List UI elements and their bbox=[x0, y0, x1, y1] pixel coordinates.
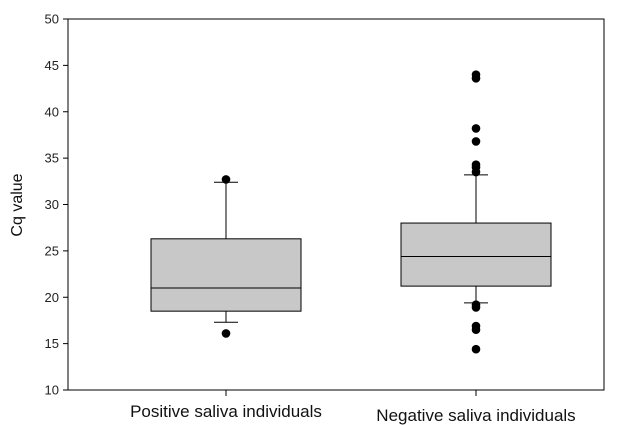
box-group-1 bbox=[400, 70, 552, 354]
y-tick-label-50: 50 bbox=[45, 12, 59, 27]
box-iqr-0 bbox=[150, 238, 302, 312]
outlier-point-1-9 bbox=[471, 124, 481, 133]
y-tick-label-30: 30 bbox=[45, 197, 59, 212]
outlier-point-1-7 bbox=[471, 160, 481, 169]
plot-border bbox=[67, 18, 605, 391]
outlier-point-1-8 bbox=[471, 137, 481, 146]
y-tick-label-10: 10 bbox=[45, 383, 59, 398]
y-tick-label-35: 35 bbox=[45, 151, 59, 166]
x-category-label-0: Positive saliva individuals bbox=[130, 402, 322, 421]
y-tick-label-20: 20 bbox=[45, 290, 59, 305]
box-group-0 bbox=[150, 175, 302, 338]
outlier-point-1-0 bbox=[471, 344, 481, 354]
box-iqr-1 bbox=[400, 222, 552, 287]
outlier-point-0-1 bbox=[221, 175, 231, 184]
x-category-label-1: Negative saliva individuals bbox=[376, 406, 575, 425]
outlier-point-1-4 bbox=[471, 300, 481, 309]
outlier-point-1-2 bbox=[471, 321, 481, 331]
y-axis: 10 15 20 25 30 35 40 45 50 bbox=[45, 12, 68, 398]
plot-frame bbox=[67, 18, 605, 391]
x-axis-labels: Positive saliva individuals Negative sali… bbox=[130, 390, 576, 425]
y-tick-label-15: 15 bbox=[45, 336, 59, 351]
y-tick-label-40: 40 bbox=[45, 104, 59, 119]
outlier-point-0-0 bbox=[221, 329, 231, 338]
y-axis-title: Cq value bbox=[9, 173, 26, 236]
outlier-point-1-11 bbox=[471, 70, 481, 79]
boxes-layer bbox=[150, 70, 552, 354]
y-tick-label-45: 45 bbox=[45, 58, 59, 73]
y-tick-label-25: 25 bbox=[45, 243, 59, 258]
